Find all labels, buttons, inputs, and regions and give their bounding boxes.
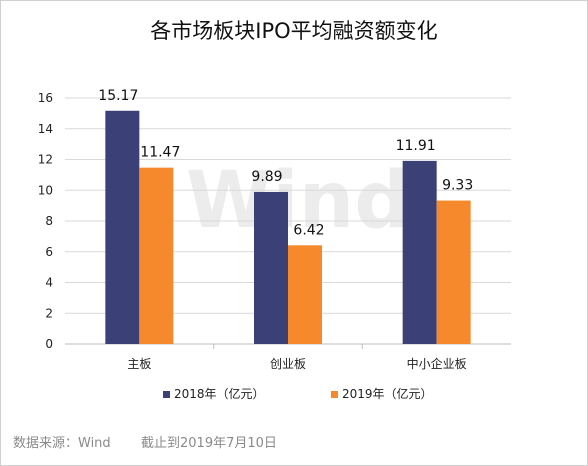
bars <box>105 110 471 344</box>
data-label: 11.91 <box>396 138 436 154</box>
data-label: 15.17 <box>98 88 138 104</box>
x-category-label: 中小企业板 <box>407 356 467 371</box>
bar-2019 <box>139 167 174 344</box>
data-label: 6.42 <box>293 222 324 238</box>
y-tick-label: 16 <box>38 91 53 105</box>
bar-2018 <box>254 191 288 344</box>
legend-label: 2019年（亿元） <box>342 386 433 401</box>
y-tick-label: 4 <box>45 276 53 290</box>
y-tick-label: 8 <box>45 214 53 228</box>
legend-swatch <box>331 391 338 398</box>
y-tick-label: 6 <box>45 245 53 259</box>
data-label: 9.89 <box>251 169 282 185</box>
x-category-label: 创业板 <box>270 357 306 371</box>
as-of-date-note: 截止到2019年7月10日 <box>141 436 277 451</box>
x-axis: 主板 创业板 中小企业板 <box>127 344 467 371</box>
bar-2019 <box>436 200 471 344</box>
legend: 2018年（亿元） 2019年（亿元） <box>163 386 433 401</box>
y-tick-label: 2 <box>45 306 53 320</box>
legend-swatch <box>163 391 170 398</box>
data-labels: 15.17 11.47 9.89 6.42 11.91 9.33 <box>98 88 473 239</box>
source-note: 数据来源：Wind <box>13 436 111 451</box>
bar-2018 <box>105 110 140 344</box>
bar-2018 <box>402 160 437 344</box>
y-tick-label: 14 <box>38 122 53 136</box>
bar-2019 <box>288 245 322 344</box>
y-tick-label: 10 <box>38 183 53 197</box>
y-tick-label: 0 <box>45 337 53 351</box>
chart-title: 各市场板块IPO平均融资额变化 <box>150 19 437 43</box>
y-tick-label: 12 <box>38 153 53 167</box>
data-label: 11.47 <box>140 145 180 161</box>
legend-label: 2018年（亿元） <box>174 386 265 401</box>
data-label: 9.33 <box>442 178 473 194</box>
watermark: Wind <box>186 156 410 246</box>
x-category-label: 主板 <box>127 357 151 371</box>
